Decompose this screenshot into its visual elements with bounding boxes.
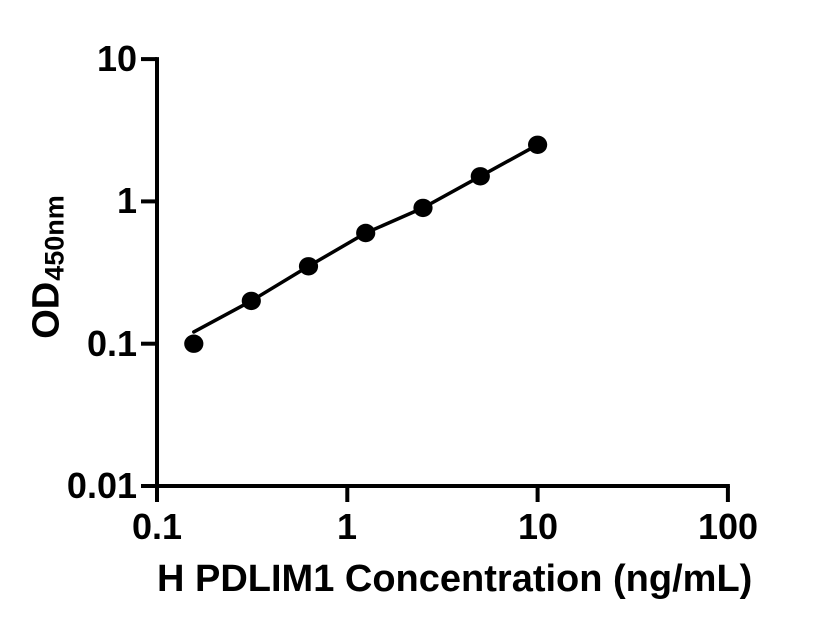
data-point-marker <box>470 167 490 186</box>
data-point-marker <box>356 223 376 243</box>
x-tick-label: 10 <box>517 506 559 547</box>
y-tick-label: 10 <box>96 38 137 79</box>
data-point-marker <box>528 135 548 154</box>
x-tick-label: 100 <box>697 506 759 547</box>
data-point-marker <box>184 334 204 353</box>
y-axis-title: OD450nm <box>25 195 70 339</box>
y-tick-label: 1 <box>116 180 137 221</box>
x-tick-label: 0.1 <box>131 506 183 547</box>
data-point-marker <box>413 198 433 218</box>
y-tick-label: 0.01 <box>66 465 137 506</box>
x-tick-label: 1 <box>336 506 358 547</box>
y-tick-label: 0.1 <box>86 323 137 364</box>
data-point-marker <box>241 291 261 311</box>
y-axis-title-sub: 450nm <box>39 195 70 281</box>
x-axis-title: H PDLIM1 Concentration (ng/mL) <box>157 558 753 600</box>
y-axis-title-main: OD <box>25 281 68 339</box>
data-point-marker <box>298 257 319 276</box>
